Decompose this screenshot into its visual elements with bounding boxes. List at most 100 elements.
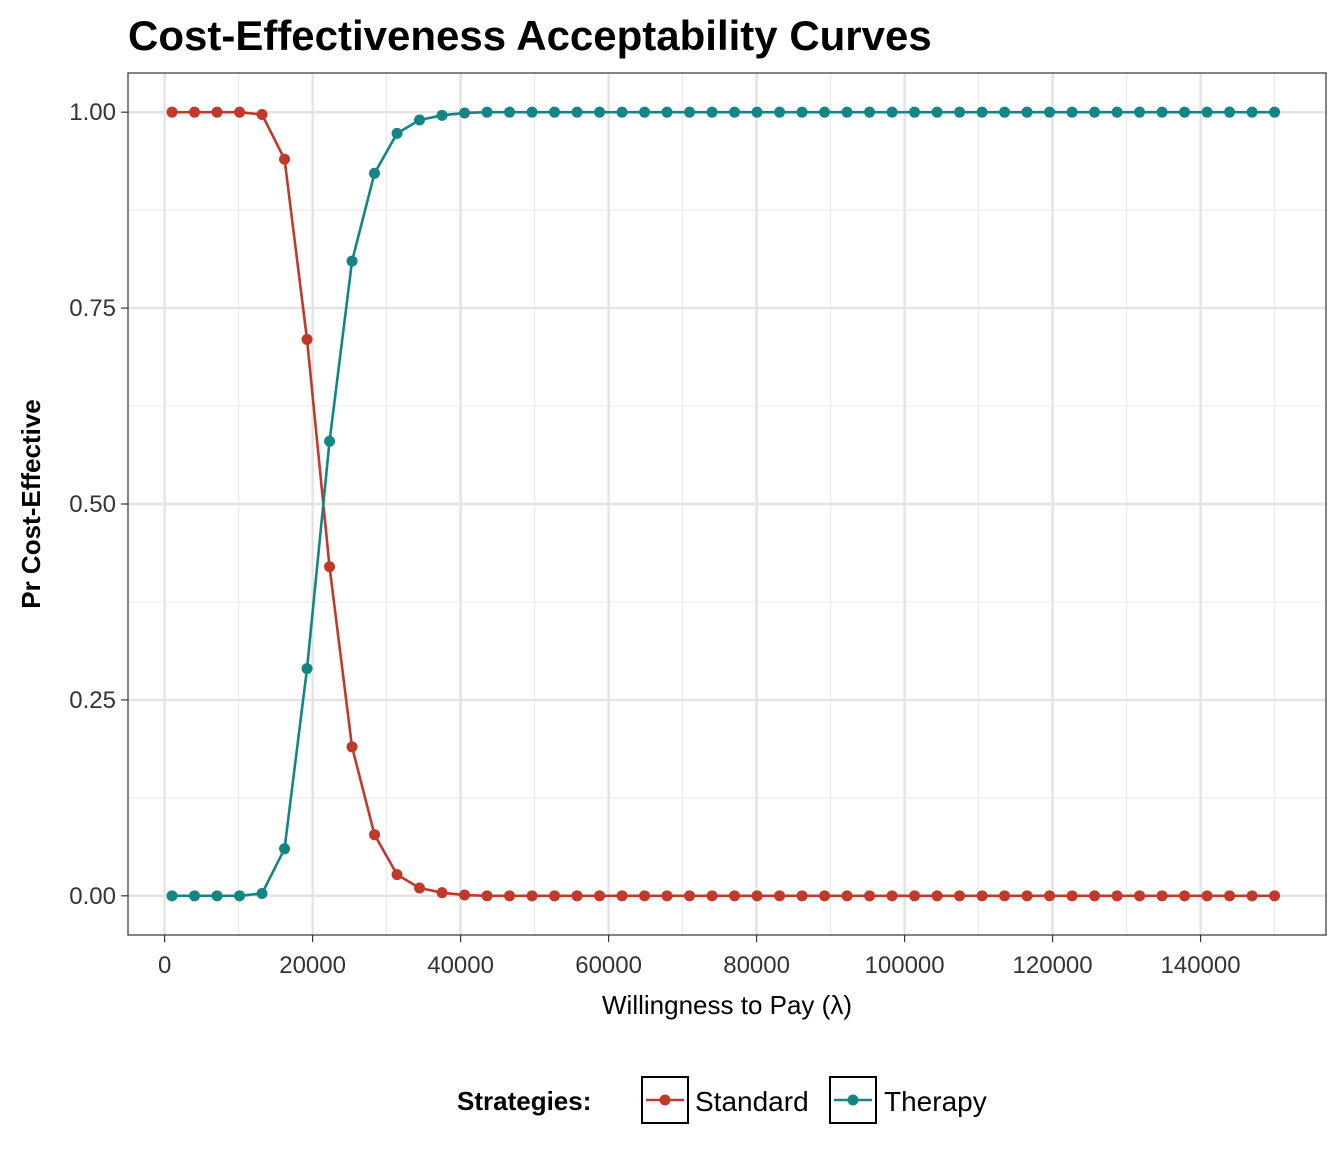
data-point-therapy — [324, 435, 336, 447]
legend-item-standard: Standard — [641, 1076, 809, 1124]
data-point-standard — [594, 890, 606, 902]
x-tick-label: 60000 — [575, 952, 642, 979]
data-point-standard — [954, 890, 966, 902]
data-point-therapy — [751, 106, 763, 118]
y-axis: 0.00 0.25 0.50 0.75 1.00 — [69, 99, 128, 910]
data-point-standard — [1179, 890, 1191, 902]
data-point-therapy — [796, 106, 808, 118]
data-point-standard — [886, 890, 898, 902]
data-point-therapy — [729, 106, 741, 118]
data-point-therapy — [886, 106, 898, 118]
data-point-therapy — [369, 167, 381, 179]
data-point-therapy — [346, 255, 358, 267]
legend-label-standard: Standard — [695, 1086, 809, 1117]
x-tick-label: 20000 — [279, 952, 346, 979]
legend-label-therapy: Therapy — [884, 1086, 987, 1117]
data-point-therapy — [1134, 106, 1146, 118]
data-point-therapy — [661, 106, 673, 118]
data-point-therapy — [481, 106, 493, 118]
data-point-standard — [819, 890, 831, 902]
legend-key-point-standard — [659, 1094, 671, 1106]
data-point-standard — [706, 890, 718, 902]
data-point-standard — [211, 106, 223, 118]
data-point-standard — [414, 882, 426, 894]
data-point-standard — [639, 890, 651, 902]
x-axis-title: Willingness to Pay (λ) — [602, 990, 852, 1020]
data-point-therapy — [684, 106, 696, 118]
data-point-standard — [481, 890, 493, 902]
data-point-therapy — [234, 890, 246, 902]
data-point-therapy — [1021, 106, 1033, 118]
data-point-standard — [504, 890, 516, 902]
data-point-therapy — [1089, 106, 1101, 118]
data-point-standard — [864, 890, 876, 902]
data-point-standard — [1269, 890, 1281, 902]
series-layer — [166, 106, 1281, 902]
x-tick-label: 100000 — [865, 952, 945, 979]
data-point-standard — [841, 890, 853, 902]
data-point-therapy — [1179, 106, 1191, 118]
y-tick-label: 0.00 — [69, 883, 116, 910]
data-point-therapy — [774, 106, 786, 118]
data-point-standard — [684, 890, 696, 902]
series-standard — [166, 106, 1281, 902]
data-point-standard — [999, 890, 1011, 902]
data-point-standard — [909, 890, 921, 902]
data-point-therapy — [616, 106, 628, 118]
data-point-therapy — [864, 106, 876, 118]
data-point-standard — [391, 869, 403, 881]
data-point-therapy — [279, 843, 291, 855]
data-point-standard — [1044, 890, 1056, 902]
data-point-standard — [661, 890, 673, 902]
data-point-standard — [256, 109, 268, 121]
data-point-therapy — [189, 890, 201, 902]
data-point-standard — [1224, 890, 1236, 902]
grid — [128, 73, 1326, 935]
data-point-standard — [976, 890, 988, 902]
x-tick-label: 140000 — [1161, 952, 1241, 979]
data-point-therapy — [954, 106, 966, 118]
data-point-standard — [1021, 890, 1033, 902]
data-point-therapy — [909, 106, 921, 118]
data-point-therapy — [1156, 106, 1168, 118]
data-point-standard — [796, 890, 808, 902]
data-point-standard — [279, 153, 291, 165]
data-point-therapy — [819, 106, 831, 118]
data-point-standard — [729, 890, 741, 902]
x-axis: 0 20000 40000 60000 80000 100000 120000 140000 — [158, 935, 1241, 979]
data-point-therapy — [976, 106, 988, 118]
data-point-therapy — [999, 106, 1011, 118]
data-point-therapy — [1201, 106, 1213, 118]
data-point-therapy — [1044, 106, 1056, 118]
chart-title: Cost-Effectiveness Acceptability Curves — [128, 12, 932, 59]
data-point-standard — [774, 890, 786, 902]
data-point-standard — [1089, 890, 1101, 902]
data-point-standard — [234, 106, 246, 118]
data-point-therapy — [1224, 106, 1236, 118]
data-point-standard — [526, 890, 538, 902]
data-point-standard — [751, 890, 763, 902]
data-point-therapy — [841, 106, 853, 118]
y-tick-label: 0.50 — [69, 491, 116, 518]
data-point-therapy — [931, 106, 943, 118]
data-point-therapy — [459, 107, 471, 119]
data-point-therapy — [1111, 106, 1123, 118]
data-point-therapy — [1246, 106, 1258, 118]
x-tick-label: 40000 — [427, 952, 494, 979]
data-point-standard — [1246, 890, 1258, 902]
data-point-therapy — [211, 890, 223, 902]
data-point-therapy — [594, 106, 606, 118]
data-point-therapy — [436, 109, 448, 121]
data-point-therapy — [706, 106, 718, 118]
data-point-therapy — [504, 106, 516, 118]
legend-title: Strategies: — [457, 1086, 591, 1116]
legend-key-point-therapy — [847, 1094, 859, 1106]
data-point-standard — [369, 829, 381, 841]
data-point-therapy — [256, 887, 268, 899]
data-point-standard — [436, 887, 448, 899]
data-point-standard — [1156, 890, 1168, 902]
data-point-therapy — [391, 127, 403, 139]
legend-item-therapy: Therapy — [829, 1076, 987, 1124]
data-point-standard — [1134, 890, 1146, 902]
